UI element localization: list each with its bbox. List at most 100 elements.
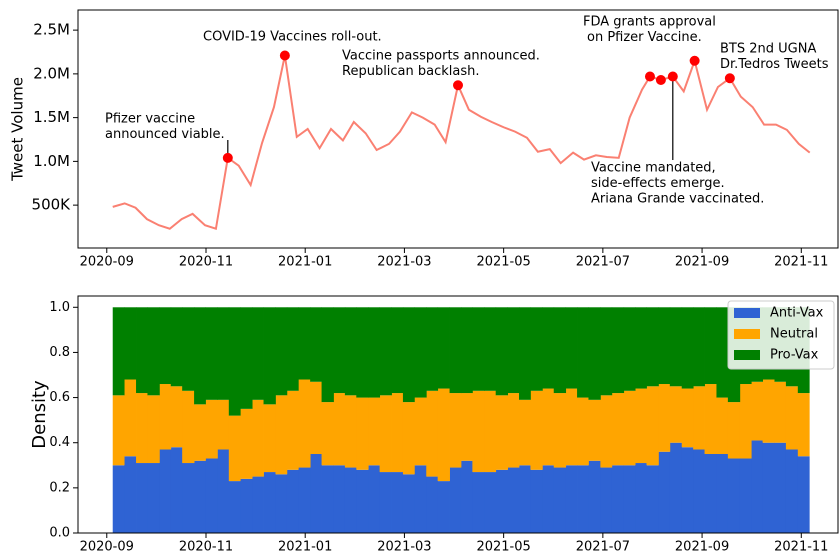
hist-segment	[449, 393, 462, 468]
hist-segment	[333, 393, 346, 466]
hist-segment	[170, 386, 183, 448]
hist-segment	[286, 307, 299, 391]
event-point	[689, 55, 700, 66]
hist-segment	[298, 307, 311, 380]
hist-segment	[553, 393, 567, 468]
hist-segment	[704, 454, 717, 533]
hist-segment	[298, 379, 311, 468]
hist-segment	[658, 307, 671, 385]
hist-segment	[437, 388, 450, 482]
hist-segment	[205, 458, 218, 533]
hist-segment	[542, 388, 555, 466]
hist-segment	[252, 476, 264, 533]
hist-segment	[112, 395, 125, 466]
hist-segment	[669, 386, 683, 443]
legend-swatch	[734, 308, 760, 318]
hist-segment	[437, 481, 450, 533]
hist-segment	[588, 399, 601, 461]
hist-segment	[519, 465, 531, 533]
annotation: Ariana Grande vaccinated.	[591, 192, 764, 207]
hist-segment	[611, 465, 625, 533]
hist-segment	[414, 465, 427, 533]
hist-segment	[704, 384, 717, 454]
legend-label: Neutral	[770, 327, 818, 342]
hist-segment	[762, 442, 775, 533]
hist-segment	[460, 307, 473, 394]
hist-segment	[449, 467, 462, 533]
hist-segment	[194, 404, 206, 461]
hist-segment	[240, 408, 253, 479]
hist-segment	[310, 454, 322, 533]
annotation: Republican backlash.	[342, 64, 480, 79]
hist-segment	[751, 440, 763, 533]
x-tick-label: 2020-11	[179, 255, 233, 270]
hist-segment	[716, 307, 729, 398]
hist-segment	[391, 393, 404, 473]
hist-segment	[577, 397, 589, 466]
hist-segment	[484, 390, 497, 473]
hist-segment	[727, 458, 741, 533]
hist-segment	[704, 307, 717, 385]
hist-segment	[147, 307, 160, 396]
hist-segment	[727, 402, 741, 459]
event-point	[453, 80, 463, 91]
hist-segment	[286, 390, 299, 470]
hist-segment	[124, 307, 137, 380]
hist-segment	[147, 463, 160, 533]
hist-segment	[252, 307, 264, 400]
annotation: Pfizer vaccine	[105, 112, 195, 127]
hist-segment	[646, 307, 659, 387]
hist-segment	[507, 393, 520, 468]
hist-segment	[310, 381, 322, 454]
hist-segment	[414, 397, 427, 466]
hist-segment	[182, 307, 195, 391]
annotation: Vaccine passports announced.	[342, 49, 540, 64]
hist-segment	[194, 460, 206, 533]
hist-segment	[693, 449, 705, 533]
hist-segment	[507, 467, 520, 533]
hist-segment	[623, 465, 636, 533]
x-tick-label: 2021-03	[377, 255, 431, 270]
y-axis-label: Density	[29, 380, 50, 449]
hist-segment	[205, 399, 218, 459]
hist-segment	[112, 307, 125, 396]
hist-segment	[635, 463, 647, 533]
hist-segment	[542, 307, 555, 389]
hist-segment	[519, 307, 531, 400]
hist-segment	[136, 307, 148, 394]
hist-segment	[588, 307, 601, 400]
hist-segment	[159, 449, 172, 533]
hist-segment	[217, 449, 230, 533]
hist-segment	[611, 307, 625, 394]
hist-segment	[263, 404, 276, 473]
hist-segment	[635, 307, 647, 389]
y-tick-label: 1.0M	[33, 152, 70, 170]
hist-segment	[228, 481, 241, 533]
y-tick-label: 2.0M	[33, 64, 70, 82]
hist-segment	[136, 463, 148, 533]
y-tick-label: 2.5M	[33, 21, 70, 39]
x-tick-label: 2021-07	[576, 540, 630, 551]
hist-segment	[785, 386, 799, 450]
hist-segment	[600, 395, 613, 468]
hist-segment	[623, 307, 636, 391]
hist-segment	[472, 307, 485, 391]
hist-segment	[228, 415, 241, 482]
hist-segment	[321, 465, 334, 533]
hist-segment	[217, 399, 230, 450]
hist-segment	[681, 307, 694, 389]
legend-swatch	[734, 350, 760, 360]
plot-frame	[77, 9, 839, 249]
hist-segment	[565, 465, 578, 533]
hist-segment	[379, 472, 392, 533]
hist-segment	[147, 395, 160, 464]
hist-segment	[402, 402, 415, 475]
x-tick-label: 2021-01	[278, 540, 332, 551]
hist-segment	[460, 393, 473, 461]
hist-segment	[495, 307, 509, 396]
x-tick-label: 2021-03	[377, 540, 431, 551]
hist-segment	[356, 469, 369, 533]
hist-segment	[565, 388, 578, 466]
hist-segment	[170, 307, 183, 387]
annotation: FDA grants approval	[583, 15, 716, 30]
